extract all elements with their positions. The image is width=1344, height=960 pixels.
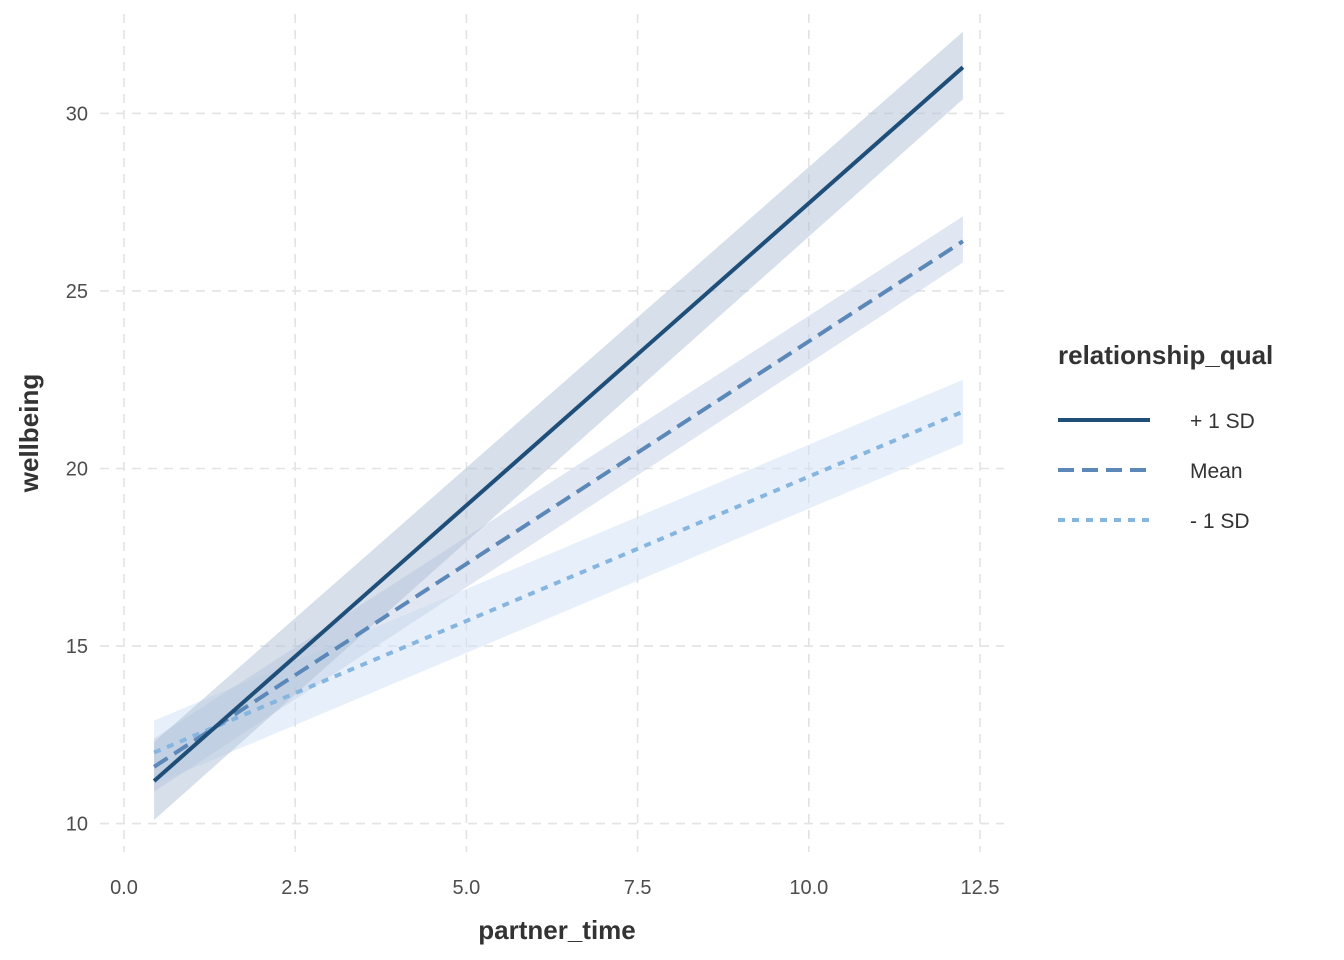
- x-tick-label: 10.0: [789, 877, 828, 899]
- series-line: [153, 239, 964, 769]
- y-axis-ticks: 10 15 20 25 30: [66, 103, 88, 835]
- y-axis-title: wellbeing: [14, 374, 44, 493]
- x-tick-label: 5.0: [452, 877, 480, 899]
- x-tick-label: 0.0: [110, 877, 138, 899]
- legend-title: relationship_qual: [1058, 340, 1273, 370]
- y-tick-label: 10: [66, 814, 88, 836]
- series-line: [153, 409, 964, 755]
- y-tick-label: 15: [66, 636, 88, 658]
- legend-label: - 1 SD: [1190, 510, 1250, 533]
- x-axis-ticks: 0.0 2.5 5.0 7.5 10.0 12.5: [110, 877, 999, 899]
- legend-label: + 1 SD: [1190, 410, 1255, 433]
- y-tick-label: 25: [66, 281, 88, 303]
- x-tick-label: 7.5: [624, 877, 652, 899]
- series-line: [152, 65, 965, 783]
- legend-items: + 1 SD Mean - 1 SD: [1058, 410, 1255, 533]
- x-tick-label: 2.5: [281, 877, 309, 899]
- legend-label: Mean: [1190, 460, 1243, 483]
- y-tick-label: 20: [66, 459, 88, 481]
- series-lines: [152, 65, 965, 783]
- legend: relationship_qual + 1 SD Mean - 1 SD: [1058, 340, 1273, 533]
- x-axis-title: partner_time: [478, 915, 636, 945]
- y-tick-label: 30: [66, 103, 88, 125]
- x-tick-label: 12.5: [961, 877, 1000, 899]
